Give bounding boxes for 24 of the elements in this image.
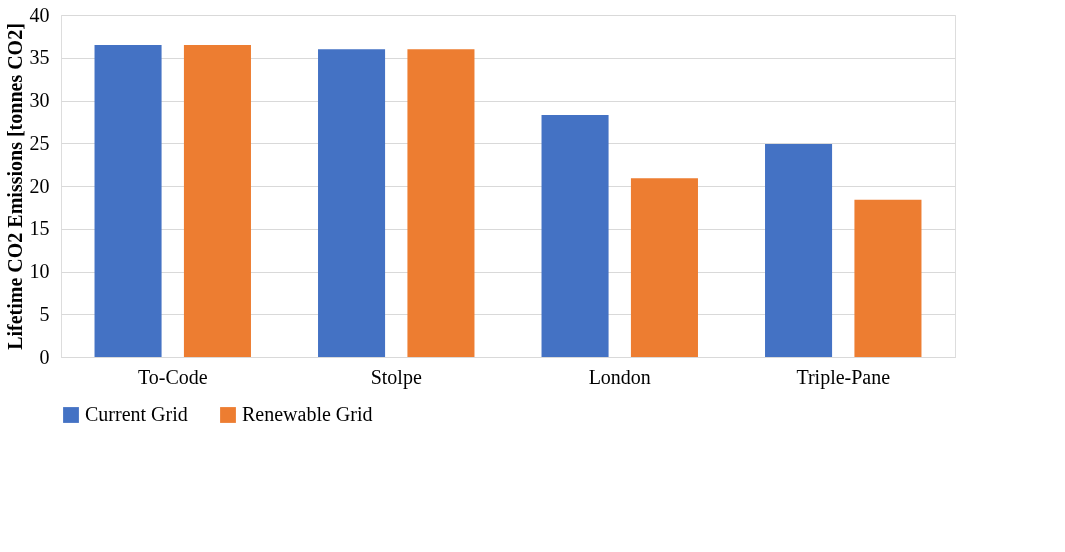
legend-label: Renewable Grid xyxy=(242,403,373,425)
bar xyxy=(854,199,922,357)
y-tick-label: 5 xyxy=(39,302,50,325)
y-tick-label: 40 xyxy=(29,3,50,26)
y-tick-label: 0 xyxy=(39,345,50,368)
y-tick-label: 10 xyxy=(29,260,50,282)
bar xyxy=(183,44,251,357)
bar xyxy=(407,49,475,357)
x-tick-label: To-Code xyxy=(137,365,208,388)
bar xyxy=(765,144,833,357)
y-tick-label: 15 xyxy=(29,217,50,240)
bar xyxy=(318,49,386,357)
y-tick-label: 25 xyxy=(29,131,50,154)
y-axis-title: Lifetime CO2 Emissions [tonnes CO2] xyxy=(3,23,26,350)
bar xyxy=(630,178,698,357)
y-tick-label: 35 xyxy=(29,46,50,69)
y-tick-label: 20 xyxy=(29,174,50,197)
bar xyxy=(94,44,162,357)
y-tick-label: 30 xyxy=(29,89,50,111)
x-tick-label: London xyxy=(588,365,651,388)
legend-label: Current Grid xyxy=(85,403,188,425)
x-tick-label: Stolpe xyxy=(370,365,422,389)
x-tick-label: Triple-Pane xyxy=(796,365,891,389)
bar xyxy=(541,115,609,357)
